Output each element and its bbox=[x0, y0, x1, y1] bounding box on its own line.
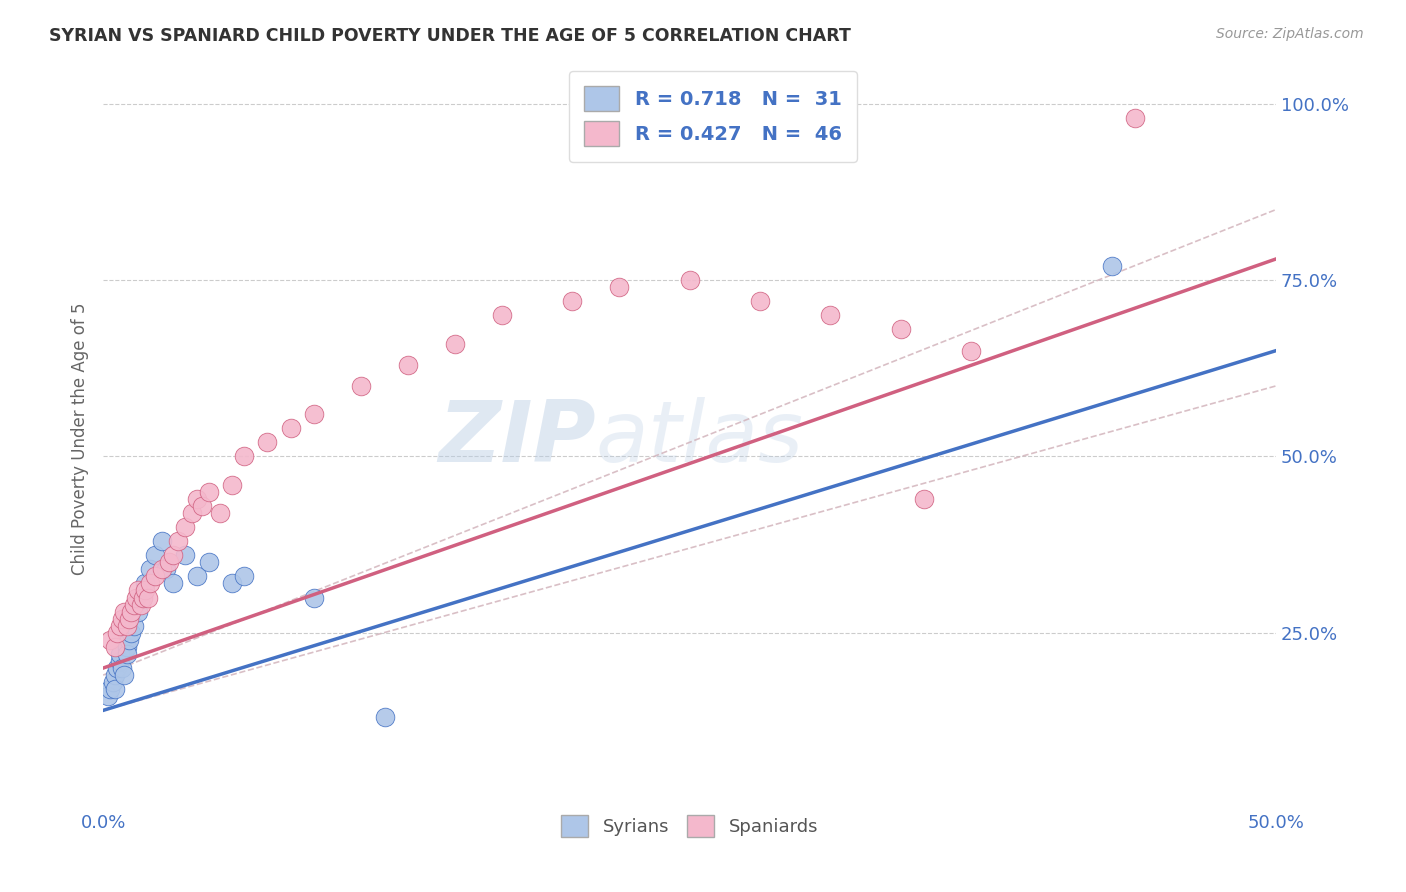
Point bbox=[820, 309, 842, 323]
Point bbox=[98, 682, 121, 697]
Point bbox=[912, 491, 935, 506]
Point bbox=[232, 569, 254, 583]
Text: ZIP: ZIP bbox=[439, 397, 596, 480]
Point bbox=[607, 280, 630, 294]
Point bbox=[115, 640, 138, 654]
Point bbox=[136, 591, 159, 605]
Point bbox=[98, 632, 121, 647]
Point bbox=[491, 309, 513, 323]
Point bbox=[174, 548, 197, 562]
Text: SYRIAN VS SPANIARD CHILD POVERTY UNDER THE AGE OF 5 CORRELATION CHART: SYRIAN VS SPANIARD CHILD POVERTY UNDER T… bbox=[49, 27, 851, 45]
Point bbox=[115, 619, 138, 633]
Point bbox=[129, 598, 152, 612]
Point bbox=[101, 675, 124, 690]
Point bbox=[127, 583, 149, 598]
Text: Source: ZipAtlas.com: Source: ZipAtlas.com bbox=[1216, 27, 1364, 41]
Point bbox=[108, 654, 131, 668]
Point bbox=[134, 576, 156, 591]
Point bbox=[181, 506, 204, 520]
Point bbox=[280, 421, 302, 435]
Point bbox=[132, 591, 155, 605]
Point bbox=[890, 322, 912, 336]
Point bbox=[396, 358, 419, 372]
Point bbox=[120, 625, 142, 640]
Point bbox=[97, 690, 120, 704]
Point bbox=[108, 647, 131, 661]
Point bbox=[197, 484, 219, 499]
Point bbox=[111, 612, 134, 626]
Point bbox=[120, 605, 142, 619]
Point bbox=[157, 555, 180, 569]
Point bbox=[960, 343, 983, 358]
Point bbox=[127, 605, 149, 619]
Point bbox=[125, 591, 148, 605]
Point bbox=[134, 583, 156, 598]
Point bbox=[162, 548, 184, 562]
Point bbox=[115, 647, 138, 661]
Y-axis label: Child Poverty Under the Age of 5: Child Poverty Under the Age of 5 bbox=[72, 302, 89, 575]
Point bbox=[221, 576, 243, 591]
Point bbox=[122, 619, 145, 633]
Point bbox=[112, 605, 135, 619]
Point bbox=[112, 668, 135, 682]
Point bbox=[139, 562, 162, 576]
Point bbox=[302, 407, 325, 421]
Point bbox=[374, 710, 396, 724]
Point bbox=[197, 555, 219, 569]
Point bbox=[155, 562, 177, 576]
Point bbox=[150, 534, 173, 549]
Point bbox=[111, 661, 134, 675]
Point bbox=[104, 682, 127, 697]
Point bbox=[221, 477, 243, 491]
Legend: Syrians, Spaniards: Syrians, Spaniards bbox=[554, 808, 825, 845]
Point bbox=[232, 450, 254, 464]
Point bbox=[748, 294, 770, 309]
Text: atlas: atlas bbox=[596, 397, 804, 480]
Point bbox=[186, 569, 208, 583]
Point bbox=[122, 598, 145, 612]
Point bbox=[302, 591, 325, 605]
Point bbox=[167, 534, 190, 549]
Point bbox=[108, 619, 131, 633]
Point bbox=[561, 294, 583, 309]
Point bbox=[143, 569, 166, 583]
Point bbox=[118, 632, 141, 647]
Point bbox=[186, 491, 208, 506]
Point bbox=[139, 576, 162, 591]
Point bbox=[118, 612, 141, 626]
Point bbox=[444, 336, 467, 351]
Point bbox=[105, 661, 128, 675]
Point bbox=[190, 499, 212, 513]
Point bbox=[1101, 259, 1123, 273]
Point bbox=[1123, 111, 1146, 125]
Point bbox=[256, 435, 278, 450]
Point bbox=[162, 576, 184, 591]
Point bbox=[104, 640, 127, 654]
Point bbox=[143, 548, 166, 562]
Point bbox=[174, 520, 197, 534]
Point bbox=[350, 379, 373, 393]
Point bbox=[209, 506, 232, 520]
Point bbox=[129, 591, 152, 605]
Point bbox=[678, 273, 700, 287]
Point bbox=[150, 562, 173, 576]
Point bbox=[105, 625, 128, 640]
Point bbox=[104, 668, 127, 682]
